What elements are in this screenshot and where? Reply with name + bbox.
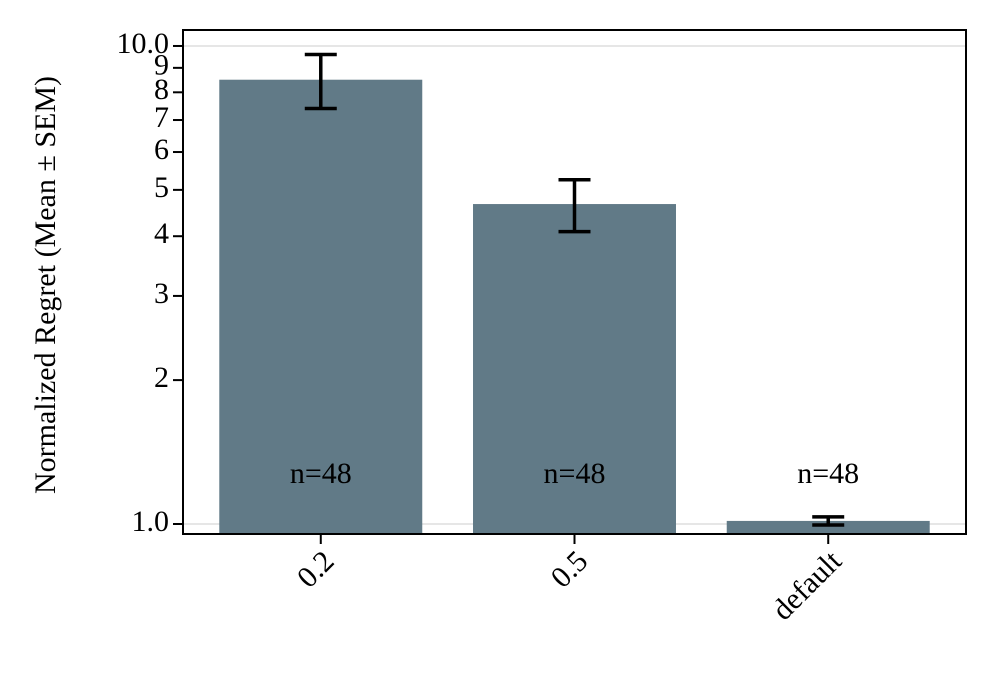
x-tick-label: 0.2 xyxy=(291,544,341,594)
y-tick-label: 5 xyxy=(154,171,169,204)
y-tick-label: 6 xyxy=(154,133,169,166)
annotation: n=48 xyxy=(544,457,606,490)
plot-frame xyxy=(182,29,967,535)
error-bar xyxy=(812,515,845,527)
annotation: n=48 xyxy=(290,457,352,490)
bar xyxy=(473,204,676,534)
y-tick-label: 8 xyxy=(154,73,169,106)
y-tick-label: 3 xyxy=(154,277,169,310)
y-tick-label: 1.0 xyxy=(132,505,170,538)
annotation: n=48 xyxy=(797,457,859,490)
x-tick-label: 0.5 xyxy=(544,544,594,594)
y-tick-label: 2 xyxy=(154,361,169,394)
y-tick-label: 7 xyxy=(154,101,169,134)
y-tick-label: 9 xyxy=(154,49,169,82)
x-tick-label: default xyxy=(766,544,849,627)
y-axis-label: Normalized Regret (Mean ± SEM) xyxy=(29,76,62,494)
error-bar xyxy=(304,52,337,111)
bar xyxy=(219,79,423,534)
bar xyxy=(726,520,930,534)
error-bar xyxy=(558,177,591,234)
y-tick-label: 10.0 xyxy=(117,27,170,60)
y-tick-label: 4 xyxy=(154,217,169,250)
